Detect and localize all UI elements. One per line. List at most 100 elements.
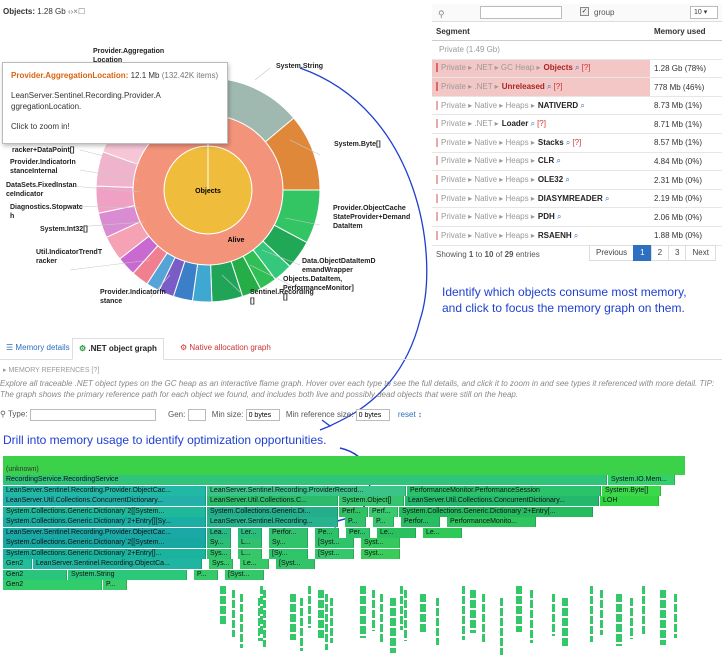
tab-native-allocation-graph[interactable]: ⚙ Native allocation graph [174,338,277,360]
flame-block[interactable]: System.IO.Mem... [608,475,675,485]
flame-stack[interactable] [372,590,375,631]
zoom-icon[interactable]: ⌕ [563,137,571,147]
flame-stack[interactable] [308,586,311,628]
flame-stack[interactable] [232,590,235,637]
flame-block[interactable]: LeanServer.Sentinel.Recording... [207,517,338,527]
table-row[interactable]: Private ▸ Native ▸ Heaps ▸ NATIVERD ⌕ 8.73… [432,96,722,116]
zoom-icon[interactable]: ⌕ [528,119,536,129]
segment-name[interactable]: RSAENH [537,230,572,240]
flame-stack[interactable] [590,586,593,642]
help-link[interactable]: [?] [572,137,582,147]
flame-stack[interactable] [420,594,426,634]
flame-block[interactable]: Perf... [339,506,368,517]
flame-deep-stacks[interactable] [200,586,690,655]
segment-name[interactable]: Unreleased [501,82,545,92]
flame-block[interactable]: System.Collections.Generic.Dictionary`2+… [3,517,206,527]
flame-stack[interactable] [260,586,263,636]
flame-block[interactable]: LOH [600,496,659,506]
segment-cell[interactable]: Private ▸ Native ▸ Heaps ▸ DIASYMREADER ⌕ [432,189,650,209]
segment-cell[interactable]: Private ▸ Native ▸ Heaps ▸ Stacks ⌕ [?] [432,133,650,153]
zoom-icon[interactable]: ⌕ [602,193,610,203]
reset-link[interactable]: reset ↕ [397,409,422,419]
col-memory[interactable]: Memory used [650,22,722,42]
zoom-icon[interactable]: ⌕ [563,175,570,185]
flame-block[interactable]: LeanServer.Sentinel.Recording.Provider.O… [3,527,206,538]
table-row[interactable]: Private ▸ .NET ▸ GC Heap ▸ Objects ⌕ [?] 1.… [432,59,722,79]
zoom-icon[interactable]: ⌕ [554,156,562,166]
flame-block[interactable]: LeanServer.Sentinel.Recording.Provider.O… [3,485,206,496]
segment-search-input[interactable] [480,6,562,19]
flame-block[interactable]: [Sy... [269,548,308,559]
flame-block[interactable]: Le... [377,527,416,538]
flame-block[interactable]: [Syst... [315,538,354,548]
flame-block[interactable]: System.Object[] [339,496,404,506]
flame-block[interactable]: Per... [346,527,370,538]
flame-block[interactable]: System.Collections.Generic.Dictionary`2[… [3,506,206,517]
flame-stack[interactable] [530,590,533,643]
segment-cell[interactable]: Private ▸ Native ▸ Heaps ▸ CLR ⌕ [432,152,650,172]
flame-stack[interactable] [300,598,303,651]
flame-block[interactable]: LeanServer.Sentinel.Recording.ObjectCa..… [33,559,202,569]
flame-block[interactable]: PerformanceMonitor.PerformanceSession [407,485,601,496]
table-row[interactable]: Private ▸ Native ▸ Heaps ▸ CLR ⌕ 4.84 Mb (… [432,152,722,172]
prev-button[interactable]: Previous [589,245,635,261]
flame-stack[interactable] [516,586,522,632]
flame-stack[interactable] [660,590,666,645]
flame-stack[interactable] [404,590,407,641]
col-segment[interactable]: Segment [432,22,650,42]
refs-heading[interactable]: ▸ MEMORY REFERENCES [?] [3,367,100,374]
flame-stack[interactable] [390,598,396,653]
flame-block[interactable]: LeanServer.Util.Collections.ConcurrentDi… [3,496,206,506]
flame-block[interactable]: Sys... [209,559,233,569]
flame-block[interactable]: Perf... [369,506,398,517]
segment-name[interactable]: Loader [501,119,529,129]
flame-block[interactable]: P... [194,569,218,580]
flame-block[interactable]: L... [238,548,262,559]
flame-block[interactable]: Gen2 [3,559,32,569]
flame-stack[interactable] [318,590,324,639]
tab-net-object-graph[interactable]: ⚙ .NET object graph [72,338,164,360]
segment-name[interactable]: DIASYMREADER [537,193,603,203]
segment-cell[interactable]: Private ▸ Native ▸ Heaps ▸ PDH ⌕ [432,207,650,228]
zoom-icon[interactable]: ⌕ [572,63,580,73]
flame-stack[interactable] [600,590,603,635]
segment-cell[interactable]: Private ▸ .NET ▸ Unreleased ⌕ [?] [432,77,650,97]
table-row[interactable]: Private ▸ .NET ▸ Loader ⌕ [?] 8.71 Mb (1%) [432,114,722,135]
flame-block[interactable]: System.Collections.Generic.Di... [207,506,338,517]
flame-block[interactable]: Pe... [315,527,339,538]
page-size-select[interactable]: 10 ▾ [690,6,718,19]
flame-block[interactable]: P... [373,517,394,527]
table-row[interactable]: Private ▸ Native ▸ Heaps ▸ Stacks ⌕ [?] 8.5… [432,133,722,153]
flame-block[interactable]: Sys... [207,548,231,559]
flame-stack[interactable] [616,594,622,646]
flame-block[interactable]: Le... [240,559,269,569]
flame-block[interactable]: Gen2 [3,580,102,590]
flame-stack[interactable] [552,594,555,636]
flame-stack[interactable] [325,594,328,650]
flame-stack[interactable] [470,590,476,633]
flame-block[interactable]: Gen2 [3,569,67,580]
segment-cell[interactable]: Private (1.49 Gb) [432,40,650,60]
page-1-button[interactable]: 1 [633,245,652,261]
flame-stack[interactable] [330,598,333,643]
flame-block[interactable]: [Syst... [315,548,354,559]
flame-block[interactable]: PerformanceMonito... [447,517,536,527]
flame-stack[interactable] [400,586,403,630]
header-controls[interactable]: ‹›×☐ [67,7,86,16]
flame-block[interactable]: System.Collections.Generic.Dictionary`2+… [399,506,593,517]
flame-stack[interactable] [630,598,633,639]
segment-cell[interactable]: Private ▸ .NET ▸ GC Heap ▸ Objects ⌕ [?] [432,59,650,79]
flame-stack[interactable] [263,590,266,647]
flame-stack[interactable] [290,594,296,640]
zoom-icon[interactable]: ⌕ [578,100,585,110]
flame-block[interactable]: Ler... [238,527,262,538]
flame-block[interactable]: Syst... [361,538,400,548]
flame-block[interactable]: L... [238,538,262,548]
flame-graph[interactable]: RecordingService.RecordingService System.… [3,475,693,635]
flame-root-bar[interactable] [3,456,685,464]
flame-block[interactable]: LeanServer.Sentinel.Recording.ProviderRe… [207,485,406,496]
flame-block[interactable]: P... [103,580,127,590]
flame-block[interactable]: [Syst... [276,559,315,569]
segment-cell[interactable]: Private ▸ .NET ▸ Loader ⌕ [?] [432,114,650,135]
table-row[interactable]: Private ▸ Native ▸ Heaps ▸ OLE32 ⌕ 2.31 Mb… [432,170,722,190]
